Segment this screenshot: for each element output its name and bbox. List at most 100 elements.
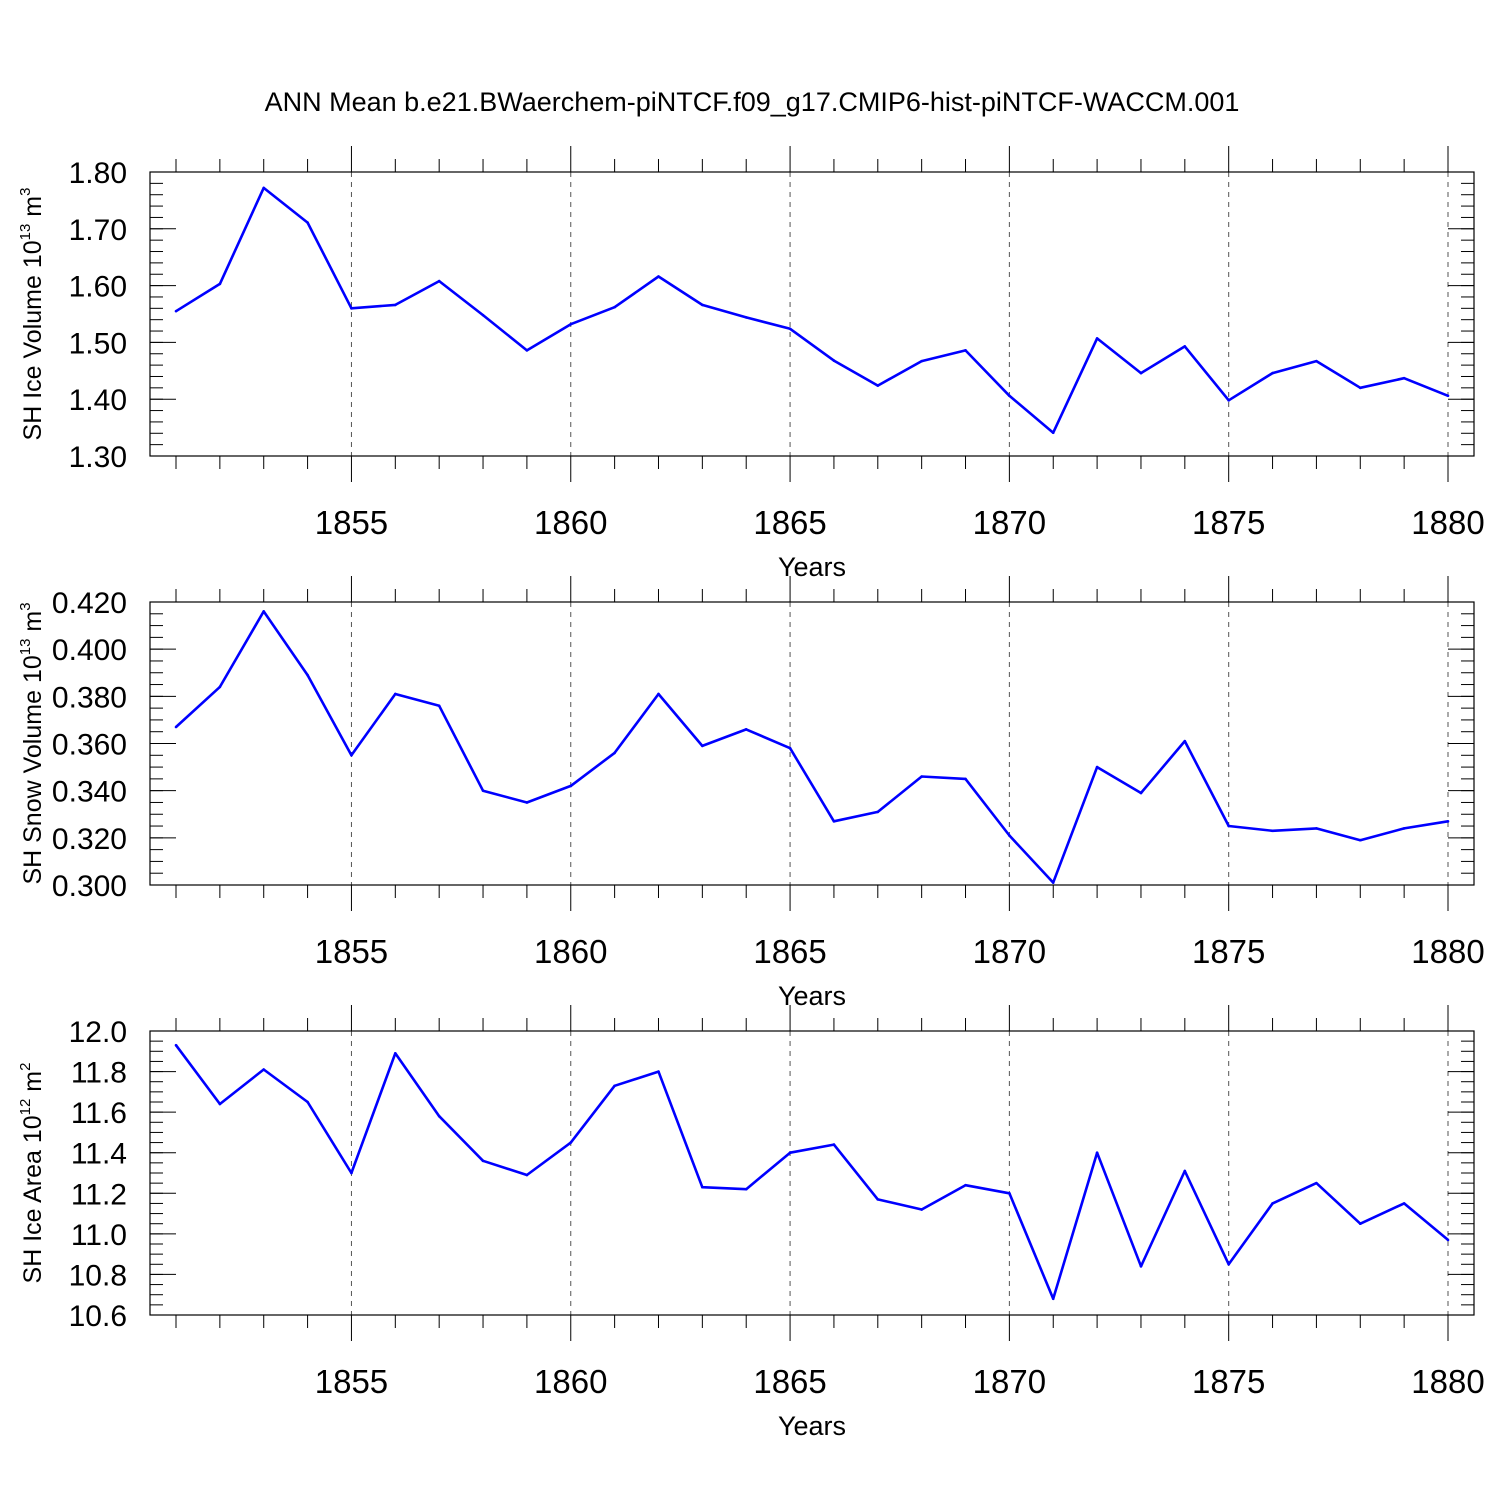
data-point: [876, 810, 880, 814]
data-point: [701, 303, 704, 307]
data-point: [394, 692, 397, 696]
x-tick-label: 1875: [1192, 504, 1265, 541]
data-point: [920, 359, 923, 363]
y-tick-label: 12.0: [69, 1016, 127, 1049]
y-tick-label: 1.50: [69, 327, 127, 360]
data-point: [1183, 345, 1187, 348]
data-point: [525, 349, 529, 352]
y-axis-label: SH Ice Area 1012 m2: [17, 1063, 47, 1284]
y-axis-label-part: m: [19, 611, 47, 639]
series-line: [175, 610, 1449, 884]
data-point: [1008, 394, 1011, 398]
y-axis-label-part: m: [19, 196, 47, 224]
y-axis-label-part: SH Ice Area 10: [19, 1115, 47, 1283]
plot-frame: [149, 1030, 1475, 1316]
data-point: [744, 1187, 748, 1191]
y-tick-label: 1.60: [69, 271, 127, 304]
chart-panel-2: 0.300 0.320 0.340 0.360 0.380 0.400 0.420 1855 1…: [17, 576, 1485, 1011]
y-tick-label: 10.6: [69, 1300, 127, 1333]
x-tick-label: 1865: [753, 504, 826, 541]
data-point: [613, 751, 616, 755]
data-points: [174, 1043, 1450, 1301]
panels: 1.30 1.40 1.50 1.60 1.70 1.80 1855 1860 1865 1870…: [17, 146, 1485, 1441]
data-point: [1315, 827, 1318, 830]
data-point: [657, 692, 660, 696]
data-point: [1183, 1169, 1187, 1173]
data-point: [1402, 827, 1406, 830]
data-point: [481, 313, 485, 317]
data-point: [394, 303, 397, 307]
y-tick-label: 0.340: [52, 776, 127, 809]
data-point: [832, 1143, 836, 1146]
data-point: [657, 275, 660, 278]
x-axis-label: Years: [778, 552, 846, 582]
y-axis-label-superscript: 13: [17, 224, 34, 241]
y-tick-label: 0.360: [52, 729, 127, 762]
x-tick-label: 1880: [1411, 1363, 1484, 1400]
data-point: [262, 1068, 266, 1071]
x-axis-label: Years: [778, 1411, 846, 1441]
data-point: [1358, 386, 1362, 390]
y-tick-label: 11.6: [71, 1097, 127, 1130]
x-tick-label: 1875: [1192, 1363, 1265, 1400]
data-point: [1446, 1238, 1450, 1242]
x-tick-label: 1870: [973, 933, 1046, 970]
data-point: [920, 1208, 923, 1211]
data-point: [657, 1070, 660, 1073]
y-tick-label: 11.2: [71, 1178, 127, 1211]
y-tick-label: 0.400: [52, 634, 127, 667]
data-point: [964, 1183, 967, 1187]
y-axis-label: SH Ice Volume 1013 m3: [17, 188, 47, 441]
data-point: [1358, 1222, 1362, 1226]
y-axis-label-superscript: 13: [17, 639, 34, 656]
plot-frame: [149, 601, 1475, 886]
data-point: [569, 784, 573, 788]
data-point: [481, 1159, 485, 1163]
y-axis-label-superscript: 3: [17, 602, 34, 610]
data-point: [1271, 829, 1274, 833]
data-point: [964, 349, 967, 352]
chart-panel-1: 1.30 1.40 1.50 1.60 1.70 1.80 1855 1860 1865 1870…: [17, 146, 1485, 582]
data-point: [1139, 1265, 1143, 1268]
data-point: [1095, 1151, 1099, 1155]
y-axis-label-part: SH Snow Volume 10: [19, 655, 47, 884]
x-tick-label: 1880: [1411, 933, 1484, 970]
data-point: [1008, 1191, 1011, 1195]
data-point: [1227, 824, 1230, 828]
y-tick-label: 11.4: [71, 1138, 127, 1171]
x-tick-label: 1855: [315, 1363, 388, 1400]
data-point: [1271, 1202, 1274, 1205]
data-point: [876, 1198, 880, 1201]
y-axis-label: SH Snow Volume 1013 m3: [17, 602, 47, 884]
data-point: [350, 307, 353, 310]
data-point: [920, 775, 923, 778]
x-tick-label: 1860: [534, 1363, 607, 1400]
x-tick-label: 1865: [753, 933, 826, 970]
x-axis-label: Years: [778, 981, 846, 1011]
y-tick-label: 10.8: [69, 1259, 127, 1292]
x-tick-label: 1855: [315, 933, 388, 970]
y-tick-label: 1.30: [69, 441, 127, 474]
y-tick-label: 1.80: [69, 157, 127, 190]
data-point: [613, 1084, 616, 1088]
data-point: [1315, 359, 1318, 363]
x-tick-label: 1855: [315, 504, 388, 541]
data-point: [1051, 1297, 1055, 1301]
data-point: [1051, 881, 1055, 884]
y-axis-label-superscript: 12: [17, 1099, 34, 1116]
y-tick-label: 1.40: [69, 384, 127, 417]
data-point: [306, 673, 309, 677]
data-point: [218, 282, 222, 286]
series-line: [174, 1044, 1449, 1301]
x-tick-label: 1870: [973, 504, 1046, 541]
y-tick-label: 0.320: [52, 823, 127, 856]
data-point: [350, 753, 353, 757]
y-axis-label-superscript: 3: [17, 188, 34, 196]
data-point: [1271, 371, 1274, 375]
data-point: [525, 1173, 529, 1177]
data-point: [437, 1114, 441, 1118]
data-point: [1315, 1181, 1318, 1185]
series-line: [175, 186, 1449, 435]
data-point: [262, 186, 266, 190]
